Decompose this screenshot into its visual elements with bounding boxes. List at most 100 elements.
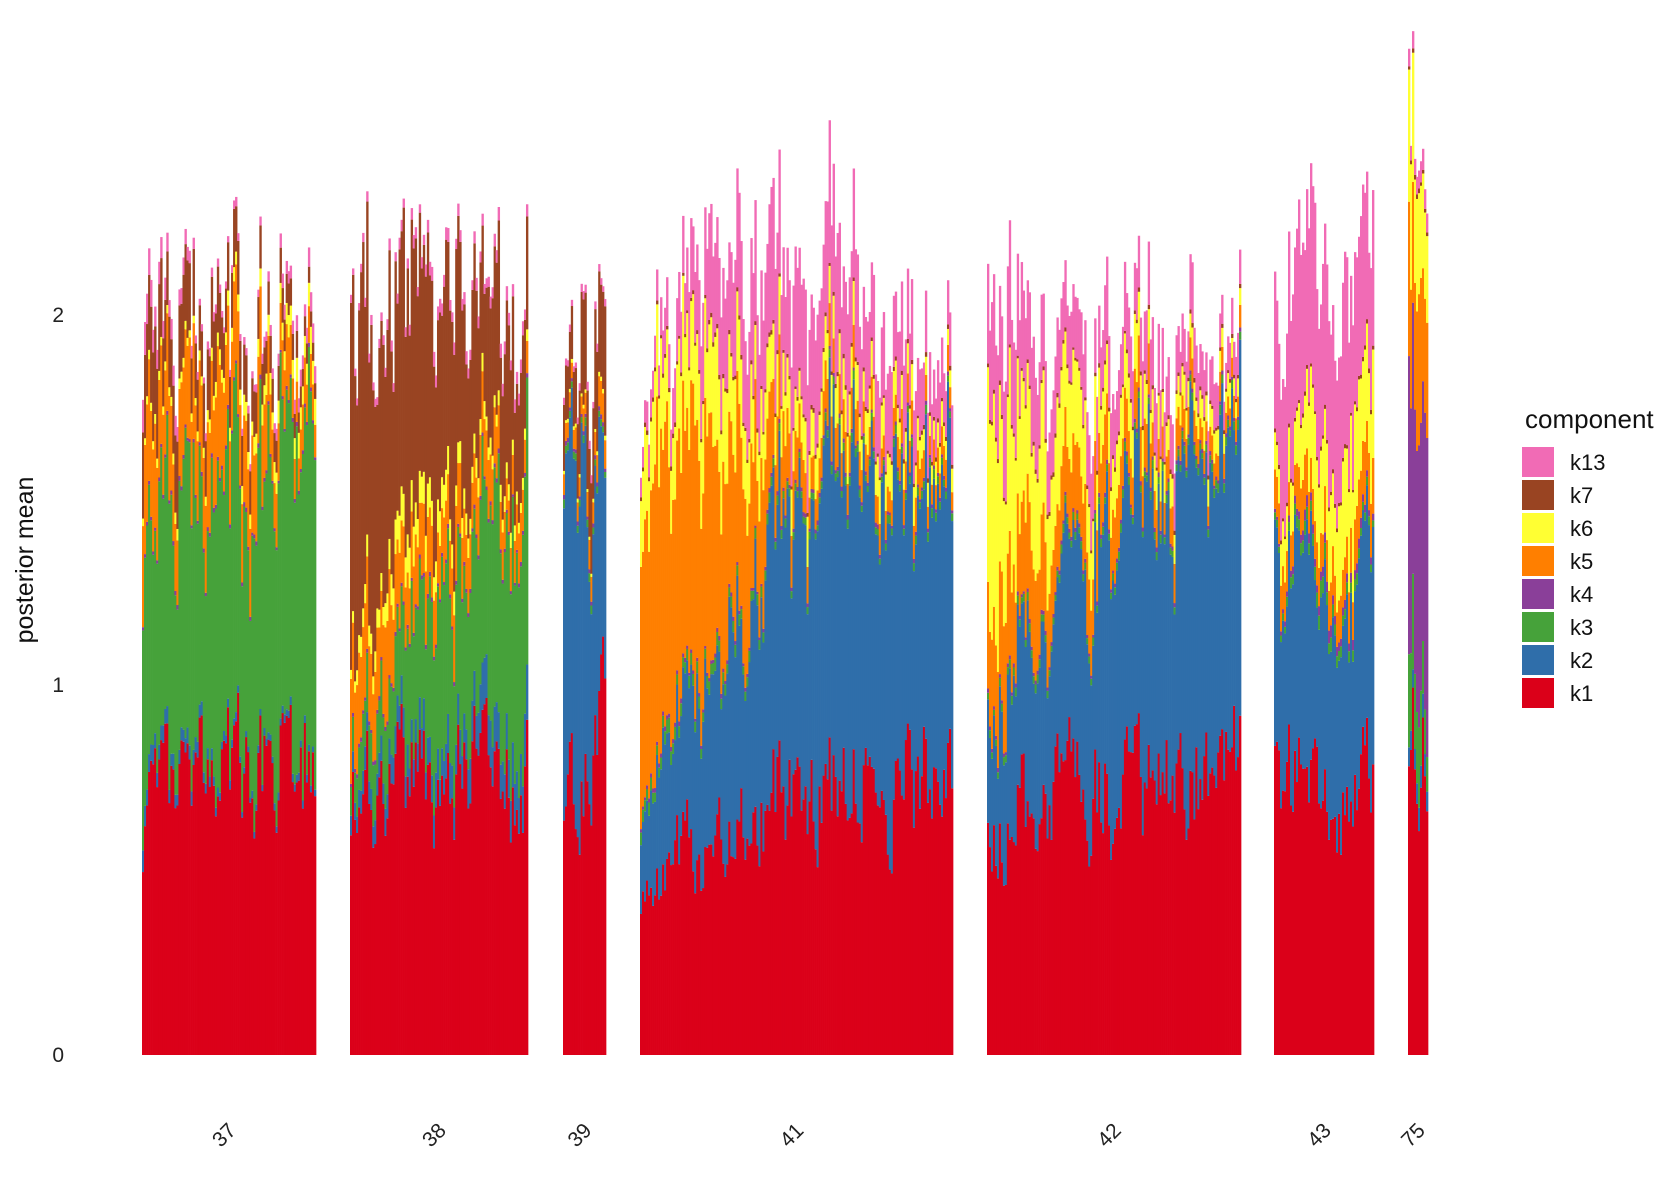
bar-segment-k5 [710, 412, 713, 661]
bar-segment-k5 [1276, 476, 1279, 517]
bar-segment-k7 [216, 266, 220, 333]
bar-segment-k1 [944, 798, 948, 1055]
bar-segment-k4 [600, 414, 603, 420]
bar-segment-k3 [690, 653, 693, 665]
bar-segment-k7 [744, 427, 747, 432]
bar-segment-k2 [311, 746, 315, 753]
bar-segment-k4 [832, 372, 835, 377]
bar-segment-k5 [214, 397, 218, 505]
bar-segment-k6 [1314, 413, 1317, 522]
bar-segment-k2 [1322, 593, 1325, 801]
bar-segment-k13 [1058, 329, 1061, 404]
bar-segment-k7 [309, 311, 313, 327]
bar-segment-k13 [688, 292, 691, 368]
bar-segment-k4 [311, 420, 315, 424]
bar-segment-k4 [994, 735, 998, 740]
bar-segment-k2 [742, 674, 745, 838]
bar-segment-k13 [676, 298, 679, 362]
bar-segment-k5 [816, 490, 819, 521]
bar-segment-k1 [572, 804, 576, 1055]
bar-segment-k6 [1117, 435, 1121, 485]
bar-segment-k13 [812, 307, 815, 408]
bar-segment-k13 [582, 291, 585, 300]
bar-segment-k4 [210, 453, 214, 458]
bar-segment-k13 [1112, 394, 1115, 456]
bar-segment-k7 [428, 275, 432, 478]
bar-segment-k7 [1215, 427, 1218, 431]
bar-segment-k1 [802, 799, 805, 1055]
bar-segment-k1 [1346, 786, 1349, 1055]
bar-segment-k1 [249, 802, 252, 1055]
bar-segment-k6 [792, 430, 795, 472]
bar-segment-k2 [1115, 570, 1119, 818]
bar-segment-k1 [390, 783, 393, 1055]
bar-segment-k7 [267, 281, 270, 315]
bar-segment-k13 [1346, 257, 1349, 446]
bar-segment-k1 [392, 784, 395, 1055]
bar-segment-k13 [822, 244, 825, 348]
bar-segment-k13 [400, 219, 403, 232]
bar-segment-k2 [660, 769, 663, 896]
bar-segment-k5 [1024, 522, 1028, 638]
bar-segment-k2 [1306, 519, 1309, 767]
bar-segment-k13 [1207, 431, 1210, 476]
bar-segment-k6 [1203, 420, 1206, 451]
bar-segment-k6 [604, 435, 607, 441]
bar-segment-k5 [245, 420, 248, 508]
bar-segment-k2 [491, 747, 494, 787]
bar-segment-k2 [686, 660, 689, 800]
bar-segment-k4 [918, 499, 922, 503]
bar-segment-k3 [1078, 527, 1081, 534]
bar-segment-k2 [570, 387, 574, 734]
bar-segment-k2 [170, 753, 173, 766]
bar-segment-k6 [1225, 391, 1228, 413]
bar-segment-k2 [1098, 503, 1101, 763]
bar-segment-k3 [1072, 511, 1075, 520]
bar-segment-k13 [459, 230, 462, 242]
bar-segment-k3 [378, 700, 381, 753]
bar-segment-k6 [358, 635, 361, 653]
bar-segment-k13 [1418, 170, 1421, 189]
bar-segment-k3 [208, 536, 212, 777]
bar-segment-k6 [439, 511, 442, 546]
bar-segment-k4 [1344, 599, 1347, 610]
bar-segment-k3 [1219, 404, 1222, 415]
bar-segment-k13 [1314, 202, 1317, 412]
bar-segment-k1 [507, 797, 511, 1055]
bar-segment-k1 [1133, 725, 1137, 1055]
bar-segment-k5 [479, 434, 482, 496]
bar-segment-k7 [890, 461, 894, 465]
bar-segment-k4 [459, 533, 462, 537]
bar-segment-k3 [1070, 540, 1073, 548]
bar-segment-k3 [840, 491, 843, 498]
bar-segment-k4 [846, 514, 850, 520]
bar-segment-k6 [1169, 474, 1172, 509]
bar-segment-k13 [698, 280, 701, 370]
bar-segment-k1 [698, 854, 701, 1055]
bar-segment-k1 [1054, 746, 1057, 1055]
bar-segment-k5 [1237, 396, 1240, 417]
bar-segment-k6 [668, 392, 671, 468]
bar-segment-k2 [864, 480, 868, 748]
bar-segment-k6 [652, 401, 655, 484]
bar-segment-k13 [360, 263, 363, 273]
bar-segment-k1 [950, 788, 954, 1055]
bar-segment-k1 [756, 845, 759, 1055]
bar-segment-k13 [1217, 385, 1220, 426]
bar-segment-k2 [1030, 657, 1033, 814]
bar-segment-k7 [273, 433, 276, 463]
bar-segment-k3 [224, 449, 228, 736]
bar-segment-k13 [566, 360, 570, 367]
bar-segment-k6 [710, 317, 713, 413]
bar-segment-k2 [830, 474, 833, 811]
bar-segment-k13 [1424, 189, 1427, 209]
bar-segment-k1 [261, 791, 264, 1055]
bar-segment-k2 [451, 765, 454, 799]
bar-segment-k2 [1141, 537, 1145, 836]
bar-segment-k2 [940, 464, 944, 817]
bar-segment-k1 [200, 715, 204, 1055]
bar-segment-k7 [1276, 441, 1279, 446]
bar-segment-k13 [934, 398, 938, 458]
bar-segment-k2 [680, 716, 683, 836]
bar-segment-k1 [289, 704, 293, 1055]
